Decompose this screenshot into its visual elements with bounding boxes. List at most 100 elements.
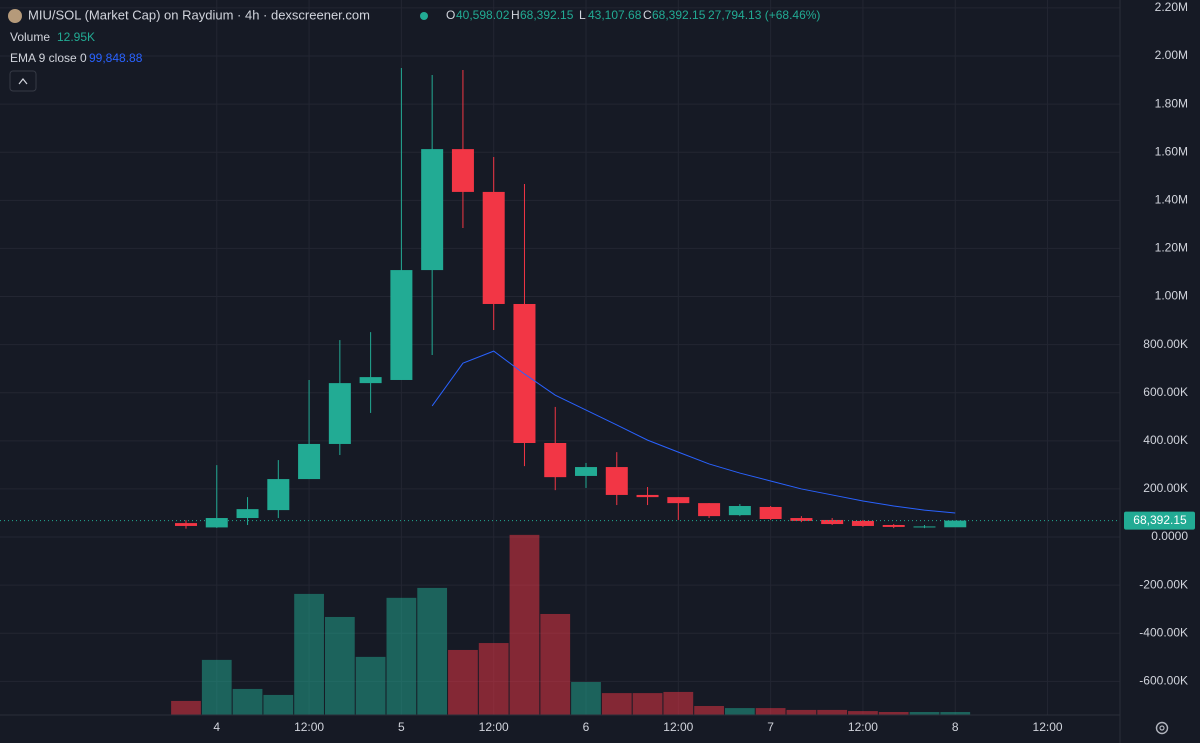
legend-open: 40,598.02: [456, 8, 510, 22]
legend-close-label: C: [643, 8, 652, 22]
candle-body: [944, 520, 967, 528]
candle-body: [267, 479, 290, 511]
candle-body: [482, 191, 505, 304]
candle-body: [728, 506, 751, 516]
volume-bar: [817, 709, 848, 715]
y-tick-label: 1.40M: [1155, 193, 1188, 207]
y-tick-label: -400.00K: [1139, 625, 1188, 639]
y-tick-label: 1.80M: [1155, 96, 1188, 110]
volume-bar: [355, 656, 386, 715]
volume-bar: [263, 694, 294, 715]
candle-body: [421, 149, 444, 271]
x-tick-label: 7: [767, 720, 774, 734]
ema-value: 99,848.88: [89, 51, 143, 65]
collapse-box[interactable]: [9, 70, 37, 92]
volume-bar: [601, 693, 632, 715]
legend-open-label: O: [446, 8, 455, 22]
candle-body: [636, 494, 659, 498]
status-dot: [420, 12, 428, 20]
x-tick-label: 4: [213, 720, 220, 734]
volume-bar: [571, 682, 601, 715]
candle-body: [205, 518, 228, 528]
volume-bar: [878, 712, 909, 715]
y-tick-label: -600.00K: [1139, 674, 1188, 688]
y-tick-label: 400.00K: [1143, 433, 1188, 447]
candle-body: [821, 519, 844, 525]
collapse-icon[interactable]: [18, 78, 28, 85]
y-tick-label: 2.00M: [1155, 48, 1188, 62]
candle-body: [667, 497, 690, 504]
volume-bar: [694, 706, 724, 715]
candle-body: [544, 442, 567, 478]
legend-close: 68,392.15: [652, 8, 706, 22]
candle-body: [851, 520, 874, 526]
volume-bar: [940, 712, 971, 715]
volume-bar: [724, 708, 755, 715]
y-tick-label: 1.60M: [1155, 144, 1188, 158]
candle-body: [790, 518, 813, 521]
volume-bar: [909, 712, 940, 715]
candle-body: [913, 526, 936, 528]
candle-body: [175, 523, 197, 526]
legend-high-label: H: [511, 8, 520, 22]
x-tick-label: 12:00: [294, 720, 324, 734]
ema-label: EMA 9 close 0: [10, 51, 87, 65]
y-tick-label: 200.00K: [1143, 481, 1188, 495]
volume-bar: [324, 616, 355, 715]
price-tag-box: [1124, 511, 1195, 530]
volume-bar: [848, 711, 878, 715]
volume-bar: [201, 659, 232, 715]
legend-change: 27,794.13 (+68.46%): [708, 8, 820, 22]
volume-bar: [417, 587, 448, 715]
candle-body: [390, 270, 413, 380]
y-tick-label: 1.00M: [1155, 289, 1188, 303]
token-icon: [8, 9, 22, 23]
volume-bar: [509, 534, 540, 715]
volume-bar: [448, 649, 478, 715]
y-tick-label: 2.20M: [1155, 0, 1188, 14]
x-tick-label: 12:00: [479, 720, 509, 734]
x-tick-label: 5: [398, 720, 405, 734]
x-tick-label: 8: [952, 720, 959, 734]
candle-body: [759, 506, 782, 519]
volume-bar: [294, 593, 324, 715]
volume-bar: [632, 693, 663, 715]
legend-low: 43,107.68: [588, 8, 642, 22]
volume-bar: [755, 708, 786, 715]
legend-low-label: L: [579, 8, 586, 22]
candle-body: [451, 149, 474, 192]
x-tick-label: 6: [583, 720, 590, 734]
volume-bar: [386, 597, 417, 715]
y-tick-label: 800.00K: [1143, 337, 1188, 351]
overlay: [0, 350, 1120, 522]
volume-bar: [232, 688, 263, 715]
candle-body: [605, 467, 628, 495]
volume-bar: [540, 613, 571, 715]
collapse-button[interactable]: [9, 70, 37, 92]
x-tick-label: 12:00: [663, 720, 693, 734]
settings-button[interactable]: [1155, 721, 1169, 735]
candle-body: [359, 377, 382, 384]
candle-body: [298, 443, 321, 480]
candles: [175, 68, 967, 529]
y-tick-label: 1.20M: [1155, 241, 1188, 255]
x-tick-label: 12:00: [848, 720, 878, 734]
volume-value: 12.95K: [57, 30, 95, 44]
x-tick-label: 12:00: [1033, 720, 1063, 734]
y-tick-label: 600.00K: [1143, 385, 1188, 399]
settings-icon[interactable]: [1155, 721, 1169, 735]
price-tag: 68,392.15: [1133, 513, 1187, 527]
candle-body: [575, 467, 598, 476]
legend-high: 68,392.15: [520, 8, 574, 22]
volume-bar: [663, 691, 694, 715]
volume-label: Volume: [10, 30, 50, 44]
candle-body: [882, 525, 905, 527]
legend-title: MIU/SOL (Market Cap) on Raydium · 4h · d…: [28, 7, 370, 22]
candle-body: [698, 503, 721, 517]
volume-bar: [171, 700, 201, 715]
settings-icon-center[interactable]: [1159, 725, 1165, 731]
y-tick-label: 0.0000: [1151, 529, 1188, 543]
